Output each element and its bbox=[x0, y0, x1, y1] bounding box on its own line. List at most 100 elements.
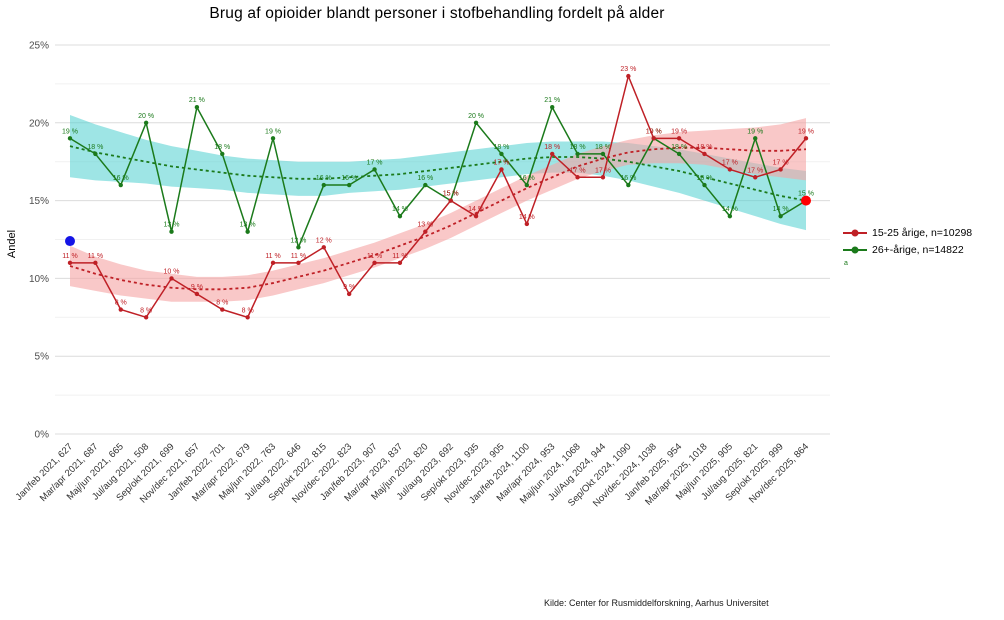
data-point[interactable] bbox=[270, 260, 276, 266]
data-label: 11 % bbox=[265, 253, 280, 260]
data-label: 18 % bbox=[493, 144, 509, 151]
data-point[interactable] bbox=[296, 260, 301, 266]
data-point[interactable] bbox=[727, 213, 733, 219]
data-point[interactable] bbox=[575, 175, 580, 180]
data-label: 8 % bbox=[140, 307, 152, 314]
data-point[interactable] bbox=[220, 307, 225, 312]
data-point[interactable] bbox=[473, 120, 479, 126]
data-label: 15 % bbox=[798, 191, 814, 198]
data-point[interactable] bbox=[321, 182, 326, 188]
data-point[interactable] bbox=[118, 307, 123, 312]
data-point[interactable] bbox=[143, 120, 149, 126]
data-point[interactable] bbox=[524, 182, 530, 188]
blue-marker[interactable] bbox=[65, 236, 75, 247]
data-point[interactable] bbox=[93, 260, 98, 266]
data-label: 16 % bbox=[620, 175, 636, 182]
data-point[interactable] bbox=[448, 198, 453, 203]
data-point[interactable] bbox=[727, 167, 733, 172]
data-point[interactable] bbox=[778, 167, 783, 172]
data-label: 11 % bbox=[367, 253, 382, 260]
y-tick-label: 15% bbox=[29, 196, 49, 207]
data-label: 11 % bbox=[88, 253, 103, 260]
legend-item-15-25[interactable]: 15-25 årige, n=10298 bbox=[842, 226, 972, 240]
data-label: 14 % bbox=[722, 206, 738, 213]
series-line-0[interactable] bbox=[70, 73, 807, 319]
y-tick-label: 0% bbox=[35, 430, 50, 441]
data-point[interactable] bbox=[702, 182, 707, 188]
data-label: 8 % bbox=[242, 307, 254, 314]
data-point[interactable] bbox=[194, 105, 200, 110]
source-caption: Kilde: Center for Rusmiddelforskning, Aa… bbox=[544, 598, 769, 608]
data-point[interactable] bbox=[270, 136, 276, 141]
data-label: 17 % bbox=[493, 159, 509, 166]
y-tick-label: 10% bbox=[29, 274, 49, 285]
data-label: 17 % bbox=[570, 167, 586, 174]
data-label: 16 % bbox=[417, 175, 433, 182]
data-point[interactable] bbox=[676, 136, 682, 141]
data-label: 16 % bbox=[519, 175, 535, 182]
data-point[interactable] bbox=[651, 136, 656, 141]
data-label: 21 % bbox=[544, 97, 560, 104]
legend-item-26plus[interactable]: 26+-årige, n=14822 bbox=[842, 243, 972, 257]
data-point[interactable] bbox=[473, 213, 479, 219]
data-point[interactable] bbox=[499, 167, 504, 172]
red-marker[interactable] bbox=[801, 195, 811, 206]
data-point[interactable] bbox=[67, 260, 73, 266]
data-point[interactable] bbox=[600, 175, 606, 180]
data-point[interactable] bbox=[143, 315, 149, 320]
legend-label-26plus: 26+-årige, n=14822 bbox=[872, 244, 964, 256]
green-line-dot-icon bbox=[843, 246, 867, 254]
data-point[interactable] bbox=[626, 73, 631, 79]
data-point[interactable] bbox=[245, 315, 250, 320]
data-point[interactable] bbox=[372, 260, 377, 266]
data-point[interactable] bbox=[778, 213, 783, 219]
data-label: 15 % bbox=[443, 191, 459, 198]
data-point[interactable] bbox=[118, 182, 123, 188]
data-point[interactable] bbox=[67, 136, 73, 141]
data-point[interactable] bbox=[702, 151, 707, 157]
data-point[interactable] bbox=[753, 136, 758, 141]
data-point[interactable] bbox=[169, 229, 174, 234]
data-point[interactable] bbox=[397, 260, 403, 266]
red-line-dot-icon bbox=[843, 229, 867, 237]
data-point[interactable] bbox=[93, 151, 98, 157]
data-label: 16 % bbox=[341, 175, 357, 182]
data-label: 23 % bbox=[620, 66, 636, 73]
data-point[interactable] bbox=[245, 229, 250, 234]
data-point[interactable] bbox=[753, 175, 758, 180]
series-line-1[interactable] bbox=[69, 105, 807, 250]
data-label: 13 % bbox=[164, 222, 180, 229]
data-point[interactable] bbox=[626, 182, 631, 188]
data-point[interactable] bbox=[397, 213, 403, 219]
data-point[interactable] bbox=[575, 151, 580, 157]
data-point[interactable] bbox=[346, 182, 352, 188]
trend-line-1 bbox=[69, 145, 807, 202]
data-point[interactable] bbox=[550, 105, 555, 110]
data-point[interactable] bbox=[296, 245, 301, 250]
data-point[interactable] bbox=[423, 182, 428, 188]
data-point[interactable] bbox=[372, 167, 377, 172]
data-point[interactable] bbox=[600, 151, 606, 157]
data-point[interactable] bbox=[550, 151, 555, 157]
data-label: 19 % bbox=[62, 128, 78, 135]
data-point[interactable] bbox=[321, 245, 326, 250]
data-point[interactable] bbox=[499, 151, 504, 157]
data-label: 14 % bbox=[773, 206, 789, 213]
data-point[interactable] bbox=[346, 291, 352, 297]
data-label: 17 % bbox=[747, 167, 763, 174]
data-point[interactable] bbox=[169, 276, 174, 281]
data-point[interactable] bbox=[194, 291, 200, 297]
data-point[interactable] bbox=[423, 229, 428, 234]
data-label: 11 % bbox=[62, 253, 77, 260]
data-label: 19 % bbox=[798, 128, 814, 135]
trend-line-0 bbox=[69, 146, 807, 291]
data-point[interactable] bbox=[676, 151, 682, 157]
data-point[interactable] bbox=[220, 151, 225, 157]
legend-label-15-25: 15-25 årige, n=10298 bbox=[872, 227, 973, 239]
data-point[interactable] bbox=[803, 136, 809, 141]
data-label: 21 % bbox=[189, 97, 205, 104]
data-point[interactable] bbox=[524, 221, 530, 227]
data-label: 12 % bbox=[290, 237, 306, 244]
data-label: 14 % bbox=[519, 214, 535, 221]
